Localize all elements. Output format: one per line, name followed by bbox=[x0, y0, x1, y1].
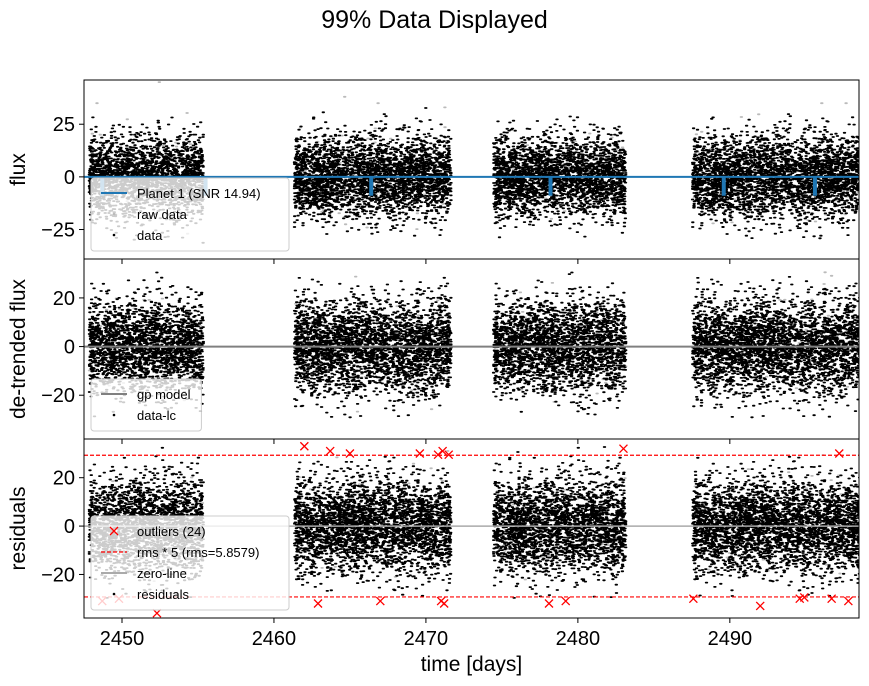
outlier-marker bbox=[843, 596, 853, 606]
figure-title: 99% Data Displayed bbox=[321, 6, 548, 34]
legend-box bbox=[90, 177, 290, 252]
outlier-marker bbox=[561, 596, 571, 606]
detrended-legend: gp model data-lc bbox=[90, 378, 202, 432]
x-tick-label: 2470 bbox=[404, 628, 449, 650]
flux-legend: Planet 1 (SNR 14.94) raw data data bbox=[90, 177, 290, 252]
y-tick-label: −25 bbox=[41, 220, 75, 242]
outlier-marker bbox=[834, 449, 844, 458]
legend-label: rms * 5 (rms=5.8579) bbox=[137, 545, 259, 560]
legend-entry: raw data bbox=[112, 207, 188, 222]
legend-label: Planet 1 (SNR 14.94) bbox=[137, 186, 261, 201]
legend-entry: data-lc bbox=[112, 408, 177, 423]
legend-label: data bbox=[137, 228, 163, 243]
y-tick-label: 0 bbox=[64, 167, 75, 189]
outlier-marker bbox=[827, 594, 837, 604]
legend-entry: Planet 1 (SNR 14.94) bbox=[101, 186, 261, 201]
outlier-marker bbox=[755, 601, 765, 611]
y-tick-label: −20 bbox=[41, 564, 75, 586]
x-tick-label: 2450 bbox=[100, 628, 145, 650]
y-tick-label: 25 bbox=[53, 114, 75, 136]
legend-label: gp model bbox=[137, 387, 191, 402]
outlier-marker bbox=[325, 446, 335, 456]
y-axis-label: residuals bbox=[7, 486, 30, 570]
legend-handle-dot bbox=[112, 233, 116, 237]
legend-entry: zero-line bbox=[101, 566, 187, 581]
outlier-marker bbox=[619, 444, 628, 454]
y-axis-label: flux bbox=[7, 153, 30, 186]
legend-entry: residuals bbox=[112, 587, 190, 602]
legend-box bbox=[90, 378, 202, 432]
outlier-marker bbox=[313, 599, 323, 608]
outlier-marker bbox=[438, 446, 448, 456]
outlier-marker bbox=[299, 441, 309, 451]
y-tick-label: 20 bbox=[53, 468, 75, 490]
residuals-panel: 20 0 −20 residuals 2450 2460 2470 2480 2490 time … bbox=[7, 438, 860, 676]
legend-entry: rms * 5 (rms=5.8579) bbox=[101, 545, 259, 560]
legend-handle-dot bbox=[112, 413, 116, 417]
legend-entry: gp model bbox=[101, 387, 191, 402]
residuals-legend: outliers (24) rms * 5 (rms=5.8579) zero-li… bbox=[90, 515, 290, 611]
axes-frame bbox=[83, 438, 860, 619]
x-tick-label: 2480 bbox=[556, 628, 601, 650]
legend-handle-dot bbox=[112, 212, 116, 216]
flux-panel: 25 0 −25 flux Planet 1 (SNR 14.94) raw data d… bbox=[7, 79, 860, 264]
outlier-marker bbox=[799, 592, 809, 602]
y-tick-label: 20 bbox=[53, 288, 75, 310]
outlier-marker bbox=[544, 599, 554, 608]
y-tick-label: 0 bbox=[64, 337, 75, 359]
x-axis-label: time [days] bbox=[421, 653, 523, 676]
outlier-marker bbox=[688, 594, 698, 604]
planet-model bbox=[84, 175, 859, 196]
y-axis-label: de-trended flux bbox=[7, 278, 30, 419]
outlier-marker bbox=[439, 599, 449, 608]
legend-label: zero-line bbox=[137, 566, 187, 581]
legend-box bbox=[90, 515, 290, 611]
outlier-marker bbox=[444, 450, 454, 460]
planet-model-line bbox=[84, 175, 859, 196]
data-scatter bbox=[87, 271, 859, 419]
x-tick-label: 2460 bbox=[252, 628, 297, 650]
legend-label: outliers (24) bbox=[137, 524, 206, 539]
legend-entry: outliers (24) bbox=[109, 524, 206, 539]
legend-label: raw data bbox=[137, 207, 188, 222]
legend-handle-dot bbox=[112, 592, 116, 596]
legend-handle-x bbox=[109, 526, 119, 536]
legend-label: residuals bbox=[137, 587, 190, 602]
data-lc-points bbox=[87, 271, 859, 419]
y-tick-label: 0 bbox=[64, 516, 75, 538]
x-tick-label: 2490 bbox=[708, 628, 753, 650]
outlier-marker bbox=[433, 450, 443, 460]
detrended-panel: 20 0 −20 de-trended flux gp model data-lc bbox=[7, 258, 860, 444]
outlier-marker bbox=[375, 596, 385, 606]
legend-entry: data bbox=[112, 228, 163, 243]
residuals-axes: 20 0 −20 residuals 2450 2460 2470 2480 2490 time … bbox=[7, 438, 860, 676]
legend-label: data-lc bbox=[137, 408, 177, 423]
outlier-marker bbox=[345, 449, 355, 458]
outlier-marker bbox=[415, 449, 425, 458]
y-tick-label: −20 bbox=[41, 385, 75, 407]
